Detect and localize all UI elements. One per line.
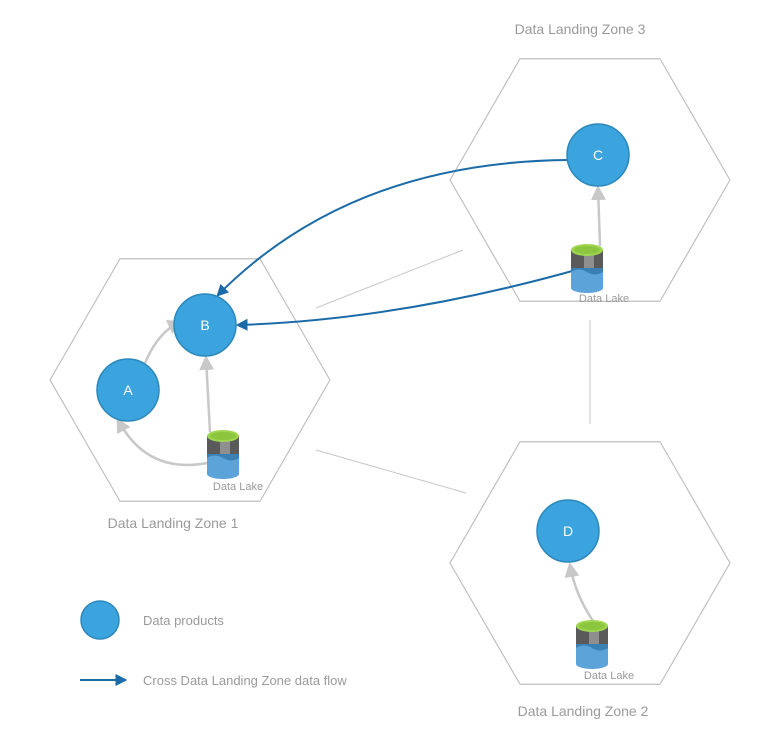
legend-circle-icon: [81, 601, 119, 639]
cross-zone-arrow: [238, 268, 583, 325]
data-lake-icon: [571, 244, 603, 293]
data-lake-icon: [576, 620, 608, 669]
cross-zone-arrow: [218, 160, 568, 295]
zone-label-zone2: Data Landing Zone 2: [518, 703, 649, 719]
diagram-canvas: Data Landing Zone 1 Data Landing Zone 3 Da…: [0, 0, 760, 742]
data-product-label-C: C: [593, 147, 603, 163]
data-lake-label: Data Lake: [584, 670, 634, 682]
local-flow-arrow: [118, 420, 220, 465]
local-flow-arrow: [206, 358, 210, 432]
data-lake-label: Data Lake: [579, 293, 629, 305]
data-product-label-A: A: [123, 382, 133, 398]
zone-label-zone1: Data Landing Zone 1: [108, 515, 239, 531]
zone-connector: [316, 450, 466, 493]
zone-connector: [316, 250, 463, 308]
data-product-label-D: D: [563, 523, 573, 539]
legend-cross-flow-label: Cross Data Landing Zone data flow: [143, 673, 347, 688]
data-lake-label: Data Lake: [213, 481, 263, 493]
data-lake-icon: [207, 430, 239, 479]
local-flow-arrow: [598, 188, 600, 246]
local-flow-arrow: [570, 565, 595, 624]
zone-label-zone3: Data Landing Zone 3: [515, 21, 646, 37]
legend-data-products-label: Data products: [143, 613, 224, 628]
data-product-label-B: B: [200, 317, 209, 333]
